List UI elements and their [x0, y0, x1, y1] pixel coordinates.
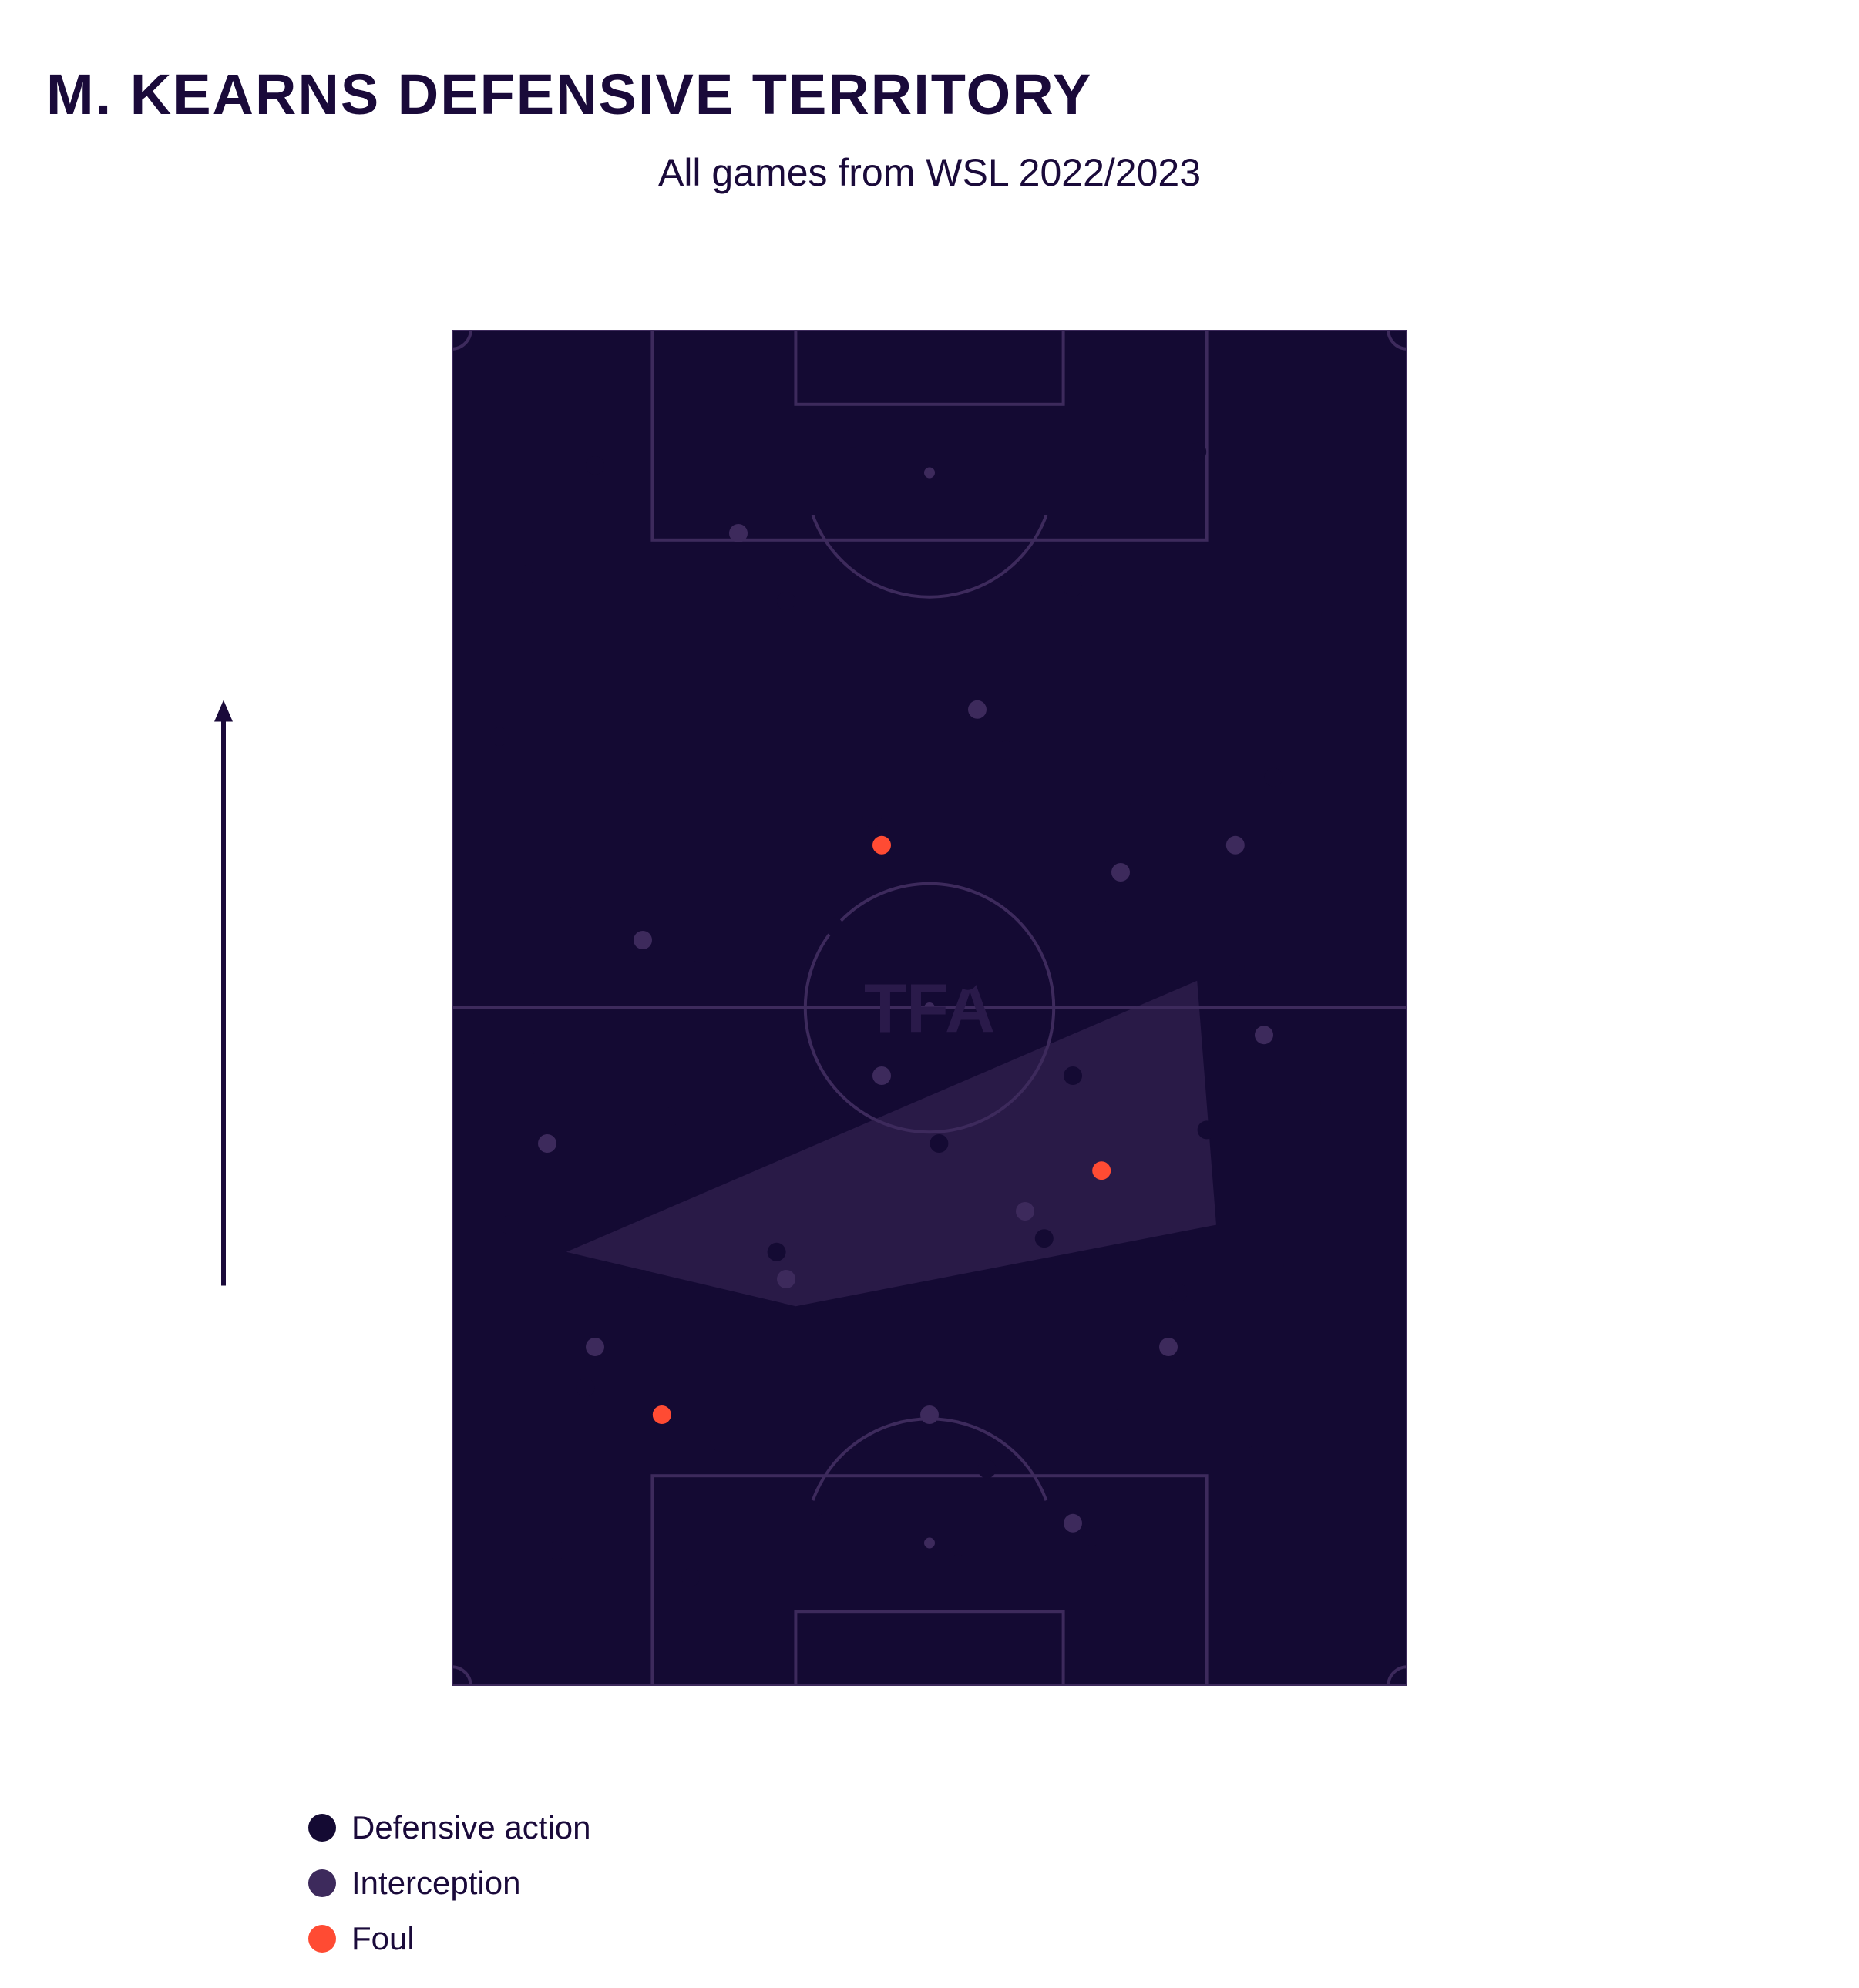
legend-label-foul: Foul — [351, 1920, 415, 1957]
legend-item-interception: Interception — [308, 1865, 1813, 1902]
legend-item-defensive-action: Defensive action — [308, 1809, 1813, 1846]
legend-label-defensive-action: Defensive action — [351, 1809, 591, 1846]
legend-item-foul: Foul — [308, 1920, 1813, 1957]
legend: Defensive action Interception Foul — [308, 1809, 1813, 1957]
direction-arrow — [200, 700, 247, 1320]
legend-marker-defensive-action — [308, 1814, 336, 1842]
legend-marker-foul — [308, 1925, 336, 1953]
chart-subtitle: All games from WSL 2022/2023 — [46, 150, 1813, 195]
chart-area: TFA — [46, 241, 1813, 1778]
legend-marker-interception — [308, 1869, 336, 1897]
chart-title: M. KEARNS DEFENSIVE TERRITORY — [46, 62, 1813, 127]
pitch-wrapper: TFA — [452, 330, 1407, 1690]
chart-container: M. KEARNS DEFENSIVE TERRITORY All games … — [0, 0, 1859, 1988]
football-pitch: TFA — [452, 330, 1407, 1686]
legend-label-interception: Interception — [351, 1865, 520, 1902]
